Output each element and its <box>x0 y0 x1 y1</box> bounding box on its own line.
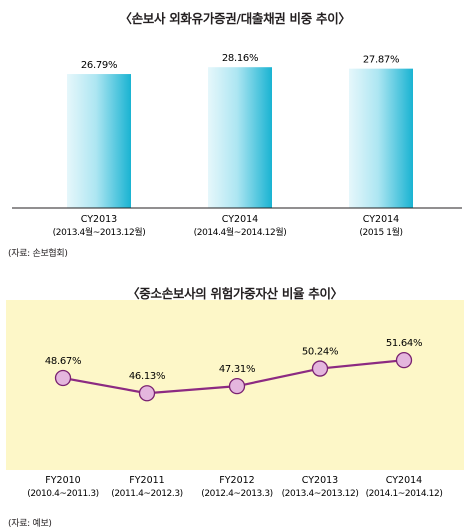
bar-chart-title: 〈손보사 외화유가증권/대출채권 비중 추이〉 <box>119 11 351 26</box>
x-tick-label: FY2011 <box>129 475 164 486</box>
data-point <box>228 377 246 395</box>
x-tick-sublabel: (2011.4~2012.3) <box>111 489 183 499</box>
x-tick-sublabel: (2012.4~2013.3) <box>201 489 273 499</box>
bar-value-label: 26.79% <box>81 60 117 71</box>
x-tick-sublabel: (2014.1~2014.12) <box>366 489 443 499</box>
bar-chart: 26.79% CY2013(2013.4월~2013.12월) 28.16% CY20… <box>12 53 462 238</box>
data-point <box>311 360 329 377</box>
data-point <box>395 352 413 369</box>
x-tick-sublabel: (2013.4~2013.12) <box>282 489 359 499</box>
bar <box>208 67 272 208</box>
x-tick-sublabel: (2013.4월~2013.12월) <box>53 226 146 238</box>
x-tick-label: CY2014 <box>386 475 422 486</box>
bar-value-label: 28.16% <box>222 53 258 64</box>
x-tick-label: FY2010 <box>45 475 80 486</box>
bar <box>67 74 131 208</box>
data-point <box>138 385 156 402</box>
x-tick-label: CY2013 <box>302 475 338 486</box>
data-point <box>54 369 72 387</box>
x-tick-label: CY2013 <box>81 214 117 225</box>
point-value-label: 51.64% <box>386 338 422 349</box>
x-tick-label: FY2012 <box>219 475 254 486</box>
point-value-label: 48.67% <box>45 356 81 367</box>
bar-chart-source: (자료: 손보협회) <box>8 249 68 259</box>
x-tick-sublabel: (2010.4~2011.3) <box>27 489 99 499</box>
line-chart-source: (자료: 예보) <box>8 519 52 529</box>
point-value-label: 46.13% <box>129 371 165 382</box>
line-chart-title: 〈중소손보사의 위험가중자산 비율 추이〉 <box>127 286 343 301</box>
bar-value-label: 27.87% <box>363 55 399 66</box>
x-tick-label: CY2014 <box>222 214 258 225</box>
point-value-label: 47.31% <box>219 364 255 375</box>
bar <box>349 68 413 209</box>
x-tick-sublabel: (2015 1월) <box>359 226 402 238</box>
x-tick-sublabel: (2014.4월~2014.12월) <box>194 226 287 238</box>
point-value-label: 50.24% <box>302 347 338 358</box>
x-tick-label: CY2014 <box>363 214 399 225</box>
line-chart: 48.67% FY2010 (2010.4~2011.3) 46.13% FY2011 (… <box>6 300 464 499</box>
